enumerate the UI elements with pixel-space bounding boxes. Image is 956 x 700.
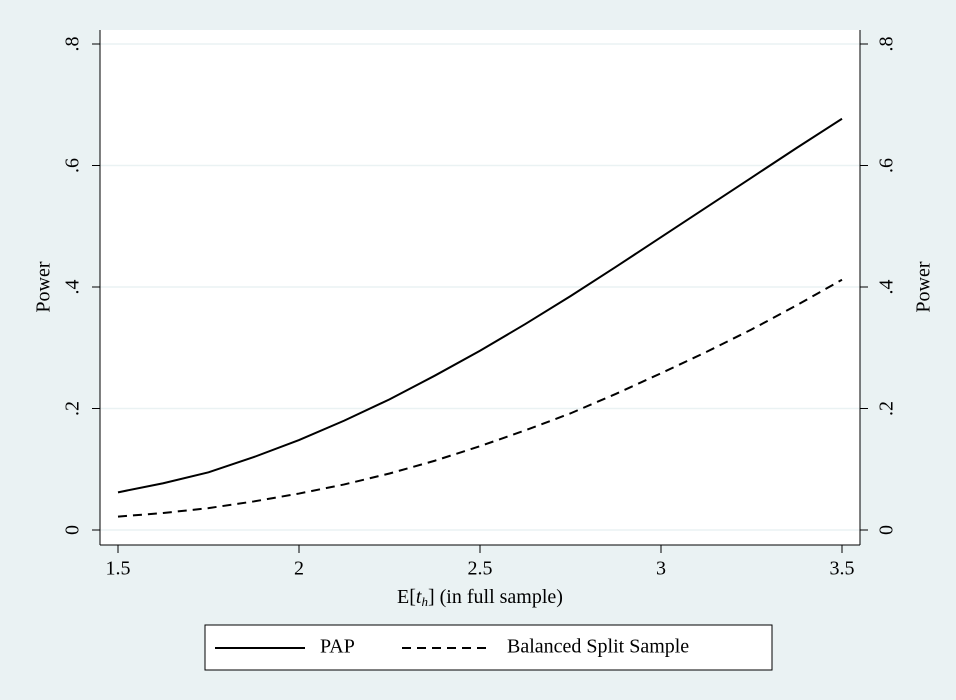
x-tick-label: 1.5: [106, 558, 131, 580]
x-axis-title: E[th] (in full sample): [397, 586, 563, 609]
y-tick-label: .4: [62, 280, 84, 295]
y-tick-label: .2: [62, 401, 84, 416]
x-tick-label: 2: [294, 558, 304, 580]
y2-tick-label: .4: [876, 280, 898, 295]
series-line: [117, 117, 843, 494]
y-tick-label: .8: [62, 37, 84, 52]
x-tick-label: 2.5: [468, 558, 493, 580]
y2-tick-label: .2: [876, 401, 898, 416]
y-tick-label: 0: [62, 525, 84, 535]
y2-tick-label: .8: [876, 37, 898, 52]
legend-label: Balanced Split Sample: [507, 636, 689, 658]
x-axis-title-part: ] (in full sample): [428, 586, 563, 608]
x-axis-title-var: t: [416, 586, 422, 608]
x-axis-title-part: E[: [397, 586, 416, 608]
legend-box: [204, 624, 773, 671]
y2-axis-title: Power: [913, 261, 935, 312]
x-axis-title-sub: h: [421, 594, 428, 609]
legend-label: PAP: [320, 636, 355, 658]
y2-tick-label: 0: [876, 525, 898, 535]
series-line: [117, 278, 843, 518]
x-tick-label: 3.5: [830, 558, 855, 580]
y2-tick-label: .6: [876, 158, 898, 173]
x-tick-label: 3: [656, 558, 666, 580]
y-tick-label: .6: [62, 158, 84, 173]
y-axis-title: Power: [33, 261, 55, 312]
